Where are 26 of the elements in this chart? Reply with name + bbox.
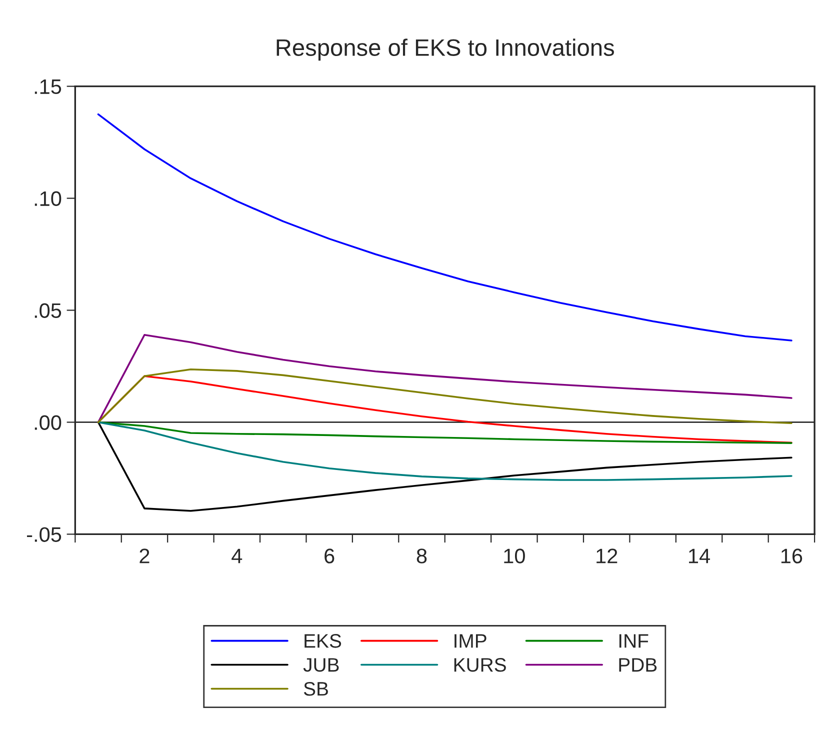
x-tick-label: 16 — [781, 548, 802, 564]
chart-title: Response of EKS to Innovations — [276, 38, 614, 61]
line-series — [97, 334, 792, 424]
legend-label: INF — [619, 634, 648, 648]
line-series — [97, 113, 792, 342]
legend-label: IMP — [454, 634, 486, 648]
legend-label: EKS — [304, 634, 342, 648]
legend-label: SB — [304, 682, 328, 696]
x-tick-label: 4 — [232, 548, 242, 564]
y-tick-label: -.05 — [27, 527, 62, 542]
y-tick-label: .15 — [34, 80, 62, 94]
x-tick-label: 6 — [324, 548, 334, 564]
line-series — [97, 368, 792, 424]
legend-label: JUB — [303, 658, 339, 672]
x-tick-label: 8 — [416, 548, 427, 564]
x-tick-label: 12 — [596, 548, 618, 564]
line-series — [97, 421, 792, 481]
x-tick-label: 14 — [689, 548, 710, 564]
legend-label: PDB — [619, 658, 657, 672]
y-tick-label: .00 — [34, 415, 62, 430]
x-tick-label: 10 — [504, 548, 525, 564]
x-tick-label: 2 — [140, 548, 150, 564]
y-tick-label: .10 — [34, 191, 62, 206]
line-series — [97, 421, 792, 512]
legend-label: KURS — [454, 658, 506, 672]
y-tick-label: .05 — [34, 303, 62, 318]
